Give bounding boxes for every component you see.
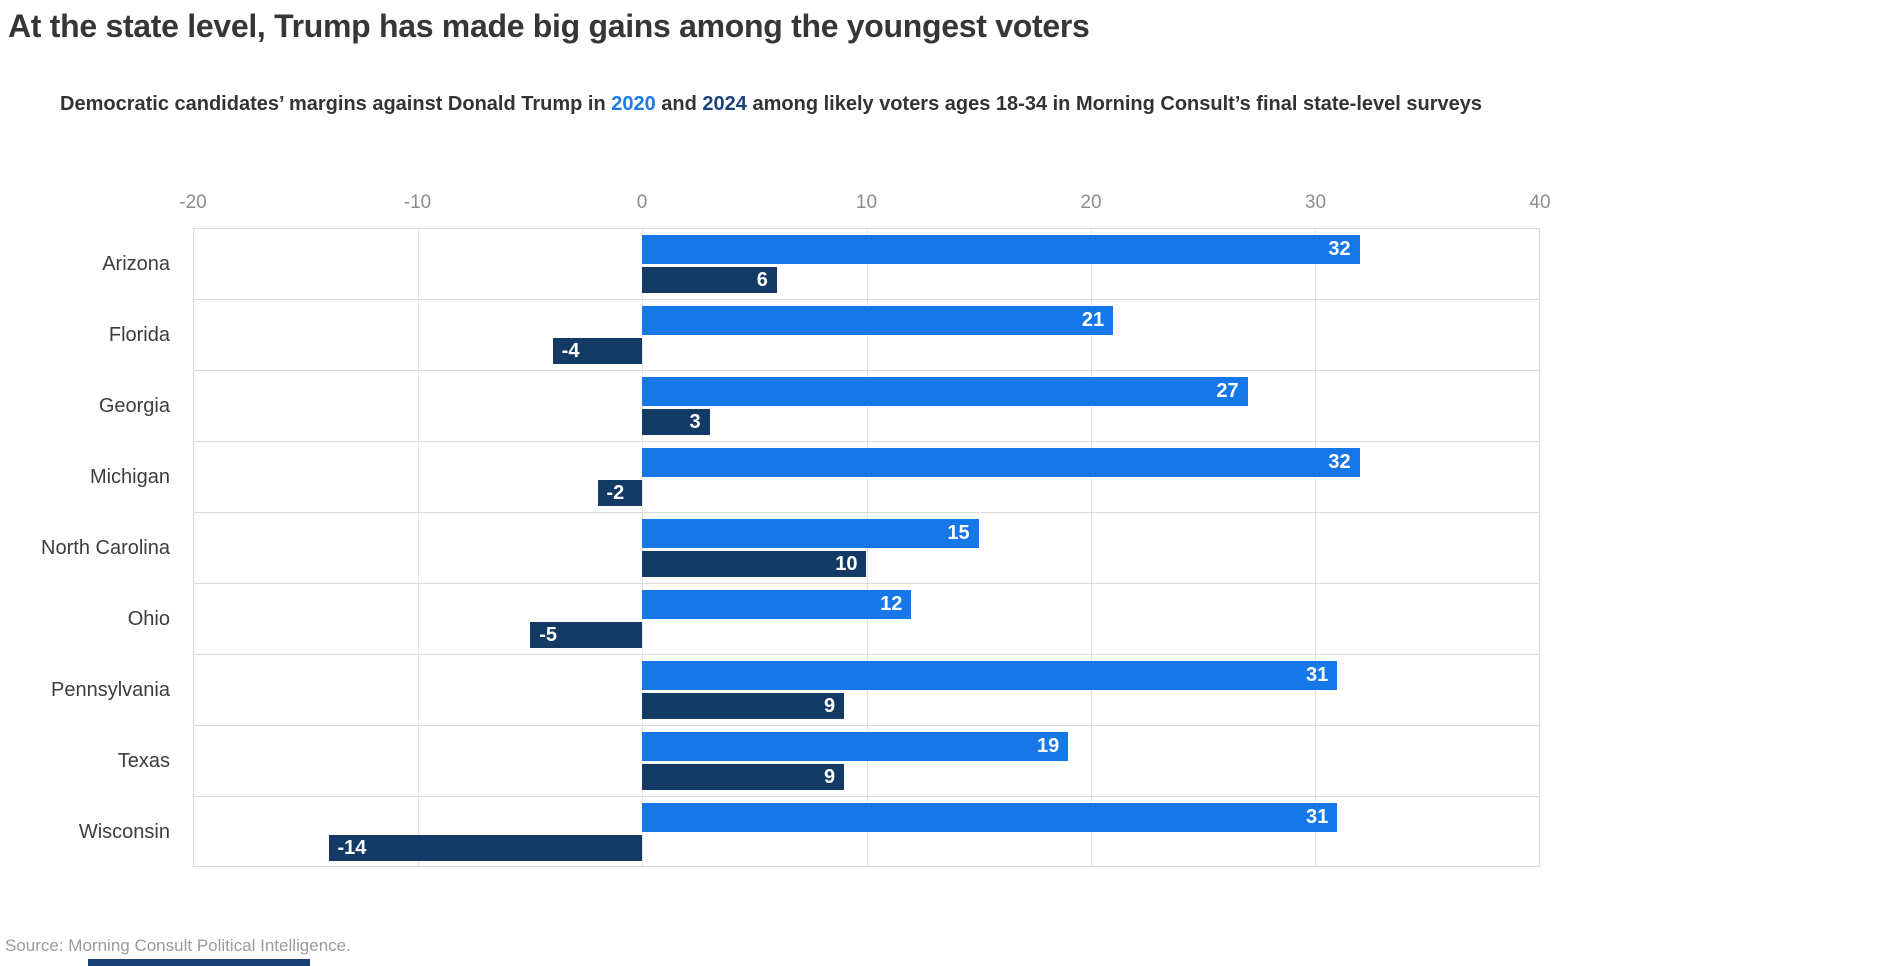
x-axis-tick-label: 40 <box>1529 192 1551 213</box>
bar-2020: 12 <box>642 590 912 619</box>
gridline <box>1090 229 1092 866</box>
x-axis-tick-label: 30 <box>1304 192 1327 213</box>
bar-value-label: 9 <box>823 765 836 788</box>
subtitle-year-2020: 2020 <box>611 93 656 115</box>
bar-2024: 9 <box>642 764 845 790</box>
bar-value-label: 21 <box>1081 309 1105 331</box>
bar-2020: 31 <box>642 803 1338 832</box>
bar-value-label: 31 <box>1305 806 1329 828</box>
chart-row: 31 9 <box>194 655 1539 726</box>
bar-value-label: 27 <box>1216 380 1239 402</box>
state-label: Texas <box>117 749 170 772</box>
state-label: Wisconsin <box>78 820 170 843</box>
chart-row: 32 6 <box>194 229 1539 300</box>
state-label: North Carolina <box>41 536 170 559</box>
bar-2020: 21 <box>642 306 1114 335</box>
chart-row: 12 -5 <box>194 584 1539 655</box>
chart-row: 15 10 <box>194 513 1539 584</box>
bar-value-label: -14 <box>337 836 367 859</box>
x-axis: -20 -10 0 10 20 30 40 <box>179 192 1550 216</box>
source-note: Source: Morning Consult Political Intell… <box>5 936 351 955</box>
bar-value-label: 6 <box>756 268 768 291</box>
chart-subtitle: Democratic candidates’ margins against D… <box>60 93 1482 116</box>
state-label: Pennsylvania <box>51 678 170 701</box>
bar-2024: -14 <box>328 835 643 861</box>
plot-area: 32 6 21 -4 27 3 32 -2 15 10 12 -5 31 9 19 9 31 -14 <box>193 228 1540 867</box>
chart-row: 27 3 <box>194 371 1539 442</box>
brand-accent-bar <box>88 959 310 966</box>
bar-value-label: -2 <box>606 481 625 504</box>
bar-value-label: 32 <box>1328 451 1351 473</box>
bar-value-label: 10 <box>835 552 858 575</box>
bar-2020: 15 <box>642 519 979 548</box>
gridline <box>418 229 420 866</box>
bar-2020: 19 <box>642 732 1069 761</box>
state-label: Michigan <box>89 465 170 488</box>
bar-2024: -4 <box>552 338 643 364</box>
chart-row: 19 9 <box>194 726 1539 797</box>
bar-value-label: -5 <box>539 623 558 646</box>
bar-value-label: 3 <box>689 410 701 433</box>
subtitle-middle: and <box>655 93 703 115</box>
bar-value-label: 9 <box>823 694 836 717</box>
state-label: Florida <box>108 323 170 346</box>
state-label: Ohio <box>127 607 170 630</box>
chart-row: 32 -2 <box>194 442 1539 513</box>
bar-value-label: 15 <box>947 522 970 544</box>
bar-2024: -5 <box>530 622 643 648</box>
bar-2020: 32 <box>642 235 1360 264</box>
gridline <box>1314 229 1316 866</box>
x-axis-tick-label: -10 <box>403 192 432 213</box>
bar-2024: 3 <box>642 409 710 435</box>
x-axis-tick-label: 20 <box>1080 192 1102 213</box>
chart-row: 21 -4 <box>194 300 1539 371</box>
chart-row: 31 -14 <box>194 797 1539 868</box>
bar-2024: 6 <box>642 267 777 293</box>
state-label: Arizona <box>102 252 170 275</box>
bar-2020: 27 <box>642 377 1248 406</box>
bar-2024: -2 <box>597 480 643 506</box>
bar-value-label: -4 <box>561 339 580 362</box>
x-axis-tick-label: 0 <box>636 192 648 213</box>
subtitle-suffix: among likely voters ages 18-34 in Mornin… <box>746 93 1482 115</box>
bar-2024: 10 <box>642 551 867 577</box>
x-axis-tick-label: 10 <box>855 192 878 213</box>
bar-value-label: 32 <box>1328 238 1351 260</box>
page-title: At the state level, Trump has made big g… <box>8 8 1090 44</box>
bar-value-label: 12 <box>880 593 903 615</box>
bar-value-label: 19 <box>1036 735 1060 757</box>
bar-2024: 9 <box>642 693 845 719</box>
x-axis-tick-label: -20 <box>179 192 207 213</box>
bar-2020: 31 <box>642 661 1338 690</box>
bar-2020: 32 <box>642 448 1360 477</box>
bar-value-label: 31 <box>1305 664 1329 686</box>
subtitle-prefix: Democratic candidates’ margins against D… <box>60 93 612 115</box>
subtitle-year-2024: 2024 <box>702 93 747 115</box>
state-label: Georgia <box>98 394 170 417</box>
